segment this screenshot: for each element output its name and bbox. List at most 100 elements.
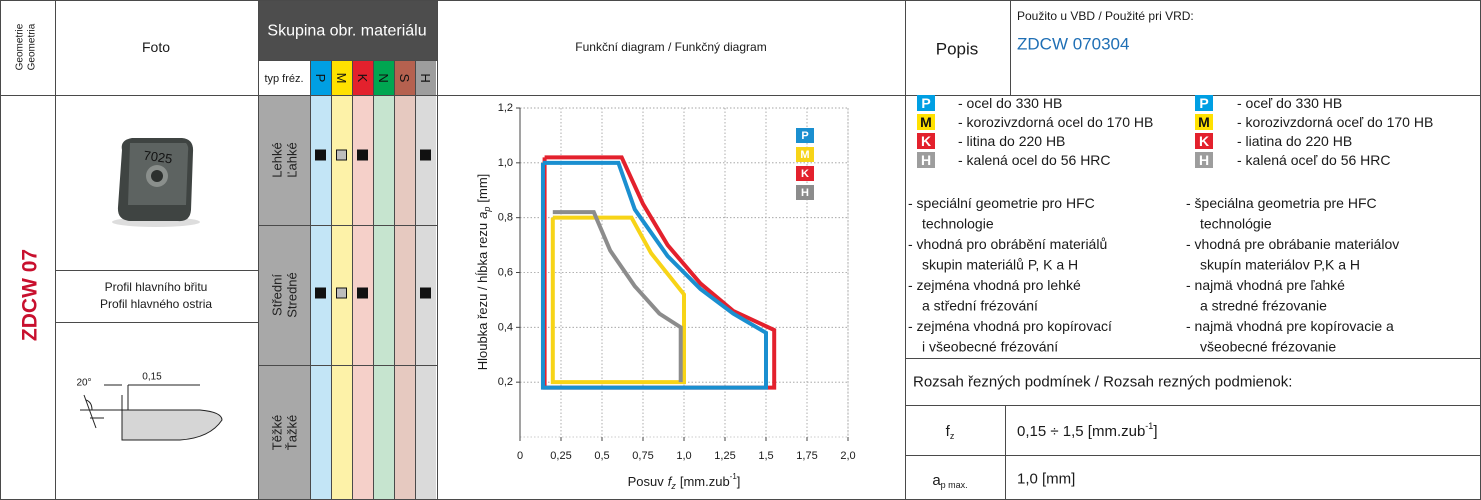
x-tick-label: 1,25: [714, 450, 735, 462]
material-description: - korozivzdorná oceľ do 170 HB: [1237, 114, 1433, 130]
suitability-partial: [336, 149, 347, 161]
material-code: N: [376, 73, 391, 82]
notes: - speciální geometrie pro HFC technologie…: [908, 195, 1399, 355]
material-code: M: [334, 73, 349, 84]
x-tick-label: 1,75: [796, 450, 817, 462]
x-tick-label: 2,0: [840, 450, 855, 462]
note-line: - špeciálna geometria pre HFC: [1186, 195, 1377, 211]
y-tick-label: 1,0: [498, 157, 513, 169]
material-description: - oceľ do 330 HB: [1237, 95, 1342, 111]
photo-text: 7025: [143, 148, 174, 167]
material-code: S: [397, 74, 412, 83]
note-line: všeobecné frézovanie: [1200, 339, 1336, 355]
legend-badge: [796, 166, 814, 181]
legend-label: K: [801, 168, 809, 180]
profile-shape: [121, 409, 223, 441]
value-text: 0,15 ÷ 1,5 [mm.zub: [1017, 423, 1145, 440]
material-badge: [1195, 95, 1213, 111]
insert-hole-inner: [151, 170, 163, 182]
note-line: - najmä vhodná pre kopírovacie a: [1186, 318, 1394, 334]
x-label-unit: [mm.zub: [680, 474, 730, 489]
header-photo: Foto: [142, 39, 170, 55]
operation-label: Ťažké: [285, 415, 300, 450]
material-badge-code: K: [921, 133, 931, 149]
legend-label: P: [801, 130, 808, 142]
material-badge-code: P: [1199, 95, 1208, 111]
x-tick-label: 0,25: [550, 450, 571, 462]
suitability-full: [420, 149, 431, 161]
note-line: - vhodná pro obrábění materiálů: [908, 236, 1107, 252]
header-mill-type: typ fréz.: [264, 73, 303, 85]
header-geometry: Geometria: [27, 23, 38, 70]
operation-column-bg: [258, 95, 310, 500]
y-tick-label: 0,6: [498, 267, 513, 279]
material-column: [394, 95, 415, 500]
material-description: - litina do 220 HB: [958, 133, 1065, 149]
conditions-title: Rozsah řezných podmínek / Rozsah rezných…: [913, 374, 1292, 391]
suitability-full: [357, 287, 368, 299]
param: ap max.: [932, 472, 967, 491]
material-badge: [1195, 114, 1213, 130]
y-tick-label: 0,2: [498, 376, 513, 388]
material-badge-code: K: [1199, 133, 1209, 149]
x-tick-label: 1,5: [758, 450, 773, 462]
material-description: - liatina do 220 HB: [1237, 133, 1352, 149]
suitability-full: [315, 149, 326, 161]
material-badge-code: H: [921, 152, 931, 168]
x-tick-label: 0,75: [632, 450, 653, 462]
profile-sketch: [80, 384, 223, 441]
material-badge: [1195, 133, 1213, 149]
material-header-cell: [352, 60, 373, 95]
material-badge-code: P: [921, 95, 930, 111]
param-sub: p max.: [941, 480, 968, 490]
material-badge-code: H: [1199, 152, 1209, 168]
x-tick-label: 0: [517, 450, 523, 462]
param-value: 0,15 ÷ 1,5 [mm.zub-1]: [1017, 421, 1157, 440]
insert-photo: 7025: [112, 138, 200, 227]
material-header-cell: [373, 60, 394, 95]
material-header-cell: [331, 60, 352, 95]
note-line: technológie: [1200, 216, 1272, 232]
profile-angle: 20°: [76, 378, 91, 389]
suitability-full: [420, 287, 431, 299]
insert-code: ZDCW 070304: [1017, 35, 1129, 54]
legend-badge: [796, 185, 814, 200]
legend-badge: [796, 147, 814, 162]
param-symbol: a: [932, 472, 941, 489]
material-badge: [917, 133, 935, 149]
param-sub: z: [950, 431, 955, 441]
material-description: - ocel do 330 HB: [958, 95, 1062, 111]
legend-label: H: [801, 187, 809, 199]
param-value: 1,0 [mm]: [1017, 471, 1075, 488]
header-geometry: Geometrie: [15, 23, 26, 70]
note-line: skupin materiálů P, K a H: [922, 257, 1078, 273]
x-label-close: ]: [737, 474, 741, 489]
note-line: technologie: [922, 216, 994, 232]
material-code: H: [418, 73, 433, 82]
material-header-cell: [415, 60, 436, 95]
y-label-prefix: Hloubka řezu / hĺbka rezu: [475, 223, 490, 370]
material-description: - korozivzdorná ocel do 170 HB: [958, 114, 1153, 130]
header-description: Popis: [936, 40, 979, 59]
x-axis-label: Posuv fz [mm.zub-1]: [628, 472, 741, 491]
material-badge-code: M: [1198, 114, 1210, 130]
operation-label: Střední: [270, 274, 285, 316]
y-tick-label: 0,4: [498, 321, 513, 333]
header-diagram: Funkční diagram / Funkčný diagram: [575, 40, 766, 54]
range-outline: [550, 215, 686, 385]
note-line: - zejména vhodná pro kopírovací: [908, 318, 1112, 334]
material-description: - kalená oceľ do 56 HRC: [1237, 152, 1391, 168]
material-badge-code: M: [920, 114, 932, 130]
range-outline: [540, 160, 768, 390]
material-column: [373, 95, 394, 500]
note-line: - najmä vhodná pre ľahké: [1186, 277, 1345, 293]
x-label-symbol: f: [668, 474, 673, 489]
note-line: skupín materiálov P,K a H: [1200, 257, 1360, 273]
operation-label: Stredné: [285, 272, 300, 318]
material-badge: [917, 114, 935, 130]
material-code: P: [313, 74, 328, 83]
